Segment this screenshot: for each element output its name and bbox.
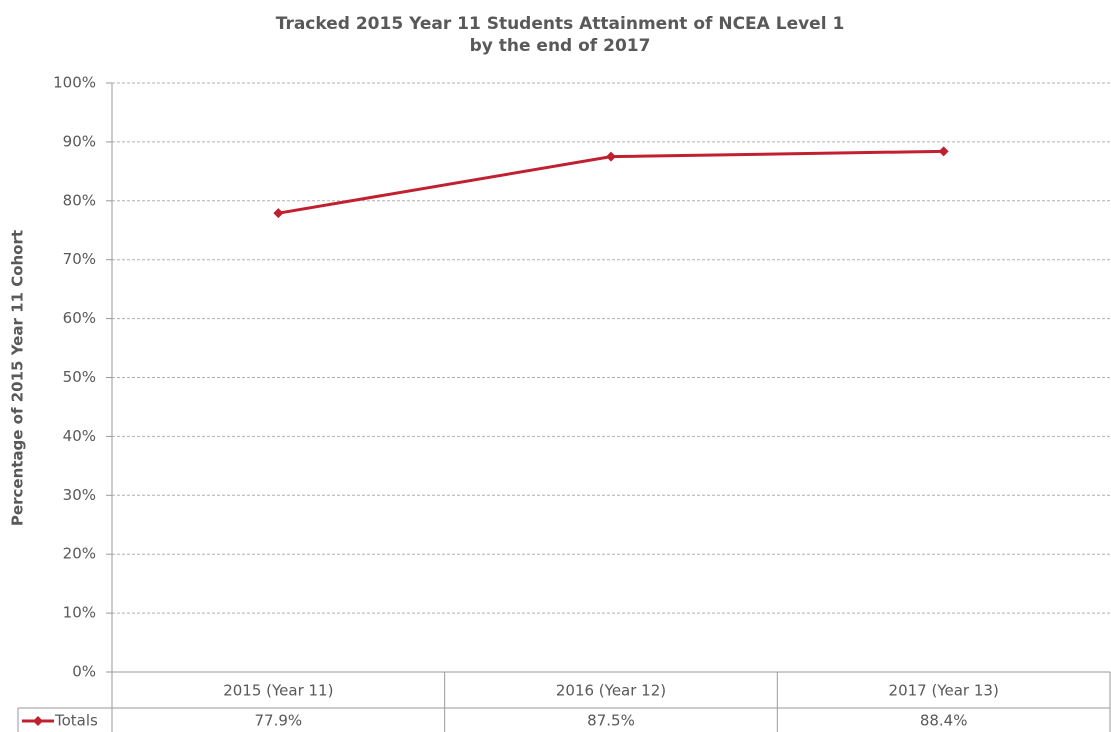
y-tick-label: 0%	[72, 663, 96, 681]
chart-title: by the end of 2017	[470, 36, 651, 56]
table-value: 88.4%	[920, 712, 968, 730]
x-tick-label: 2016 (Year 12)	[556, 682, 666, 700]
x-tick-label: 2017 (Year 13)	[889, 682, 999, 700]
y-tick-label: 30%	[63, 486, 96, 504]
y-tick-label: 80%	[63, 191, 96, 209]
data-point	[273, 208, 284, 219]
legend-marker	[33, 716, 43, 726]
y-tick-label: 100%	[53, 74, 96, 92]
y-tick-label: 50%	[63, 368, 96, 386]
y-tick-label: 60%	[63, 309, 96, 327]
chart-title: Tracked 2015 Year 11 Students Attainment…	[276, 14, 845, 34]
data-point	[606, 151, 616, 162]
y-tick-label: 90%	[63, 132, 96, 150]
data-point	[938, 146, 949, 157]
table-value: 77.9%	[255, 712, 303, 730]
legend-label: Totals	[54, 712, 98, 730]
table-value: 87.5%	[587, 712, 635, 730]
y-tick-label: 20%	[63, 545, 96, 563]
y-tick-label: 70%	[63, 250, 96, 268]
y-tick-label: 40%	[63, 427, 96, 445]
x-tick-label: 2015 (Year 11)	[223, 682, 333, 700]
y-tick-label: 10%	[63, 604, 96, 622]
y-axis-label: Percentage of 2015 Year 11 Cohort	[9, 230, 27, 526]
